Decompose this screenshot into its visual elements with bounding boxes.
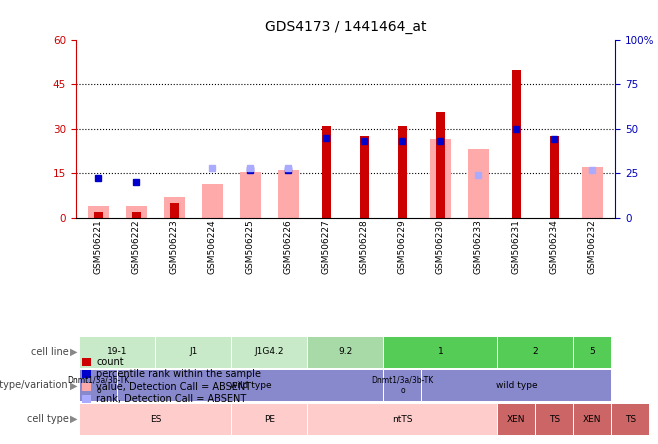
Text: GDS4173 / 1441464_at: GDS4173 / 1441464_at: [265, 20, 426, 34]
Bar: [202, 183, 223, 218]
Bar: [278, 170, 299, 218]
Text: 5: 5: [590, 347, 595, 356]
Text: Dnmt1/3a/3b-TK
o: Dnmt1/3a/3b-TK o: [67, 376, 130, 395]
Bar: [430, 139, 451, 218]
Bar: [397, 126, 407, 218]
Bar: [436, 112, 445, 218]
Text: XEN: XEN: [583, 415, 601, 424]
Bar: [170, 203, 179, 218]
Text: Dnmt1/3a/3b-TK
o: Dnmt1/3a/3b-TK o: [371, 376, 434, 395]
Bar: [468, 150, 489, 218]
Bar: [88, 206, 109, 218]
Text: percentile rank within the sample: percentile rank within the sample: [96, 369, 261, 379]
Text: XEN: XEN: [507, 415, 526, 424]
Bar: [132, 212, 141, 218]
Text: ntTS: ntTS: [392, 415, 413, 424]
Text: genotype/variation: genotype/variation: [0, 381, 68, 390]
Bar: [512, 70, 521, 218]
Text: cell line: cell line: [31, 347, 68, 357]
Bar: [240, 172, 261, 218]
Text: ES: ES: [150, 415, 161, 424]
Text: wild type: wild type: [495, 381, 537, 390]
Text: 19-1: 19-1: [107, 347, 128, 356]
Text: wild type: wild type: [230, 381, 271, 390]
Text: 1: 1: [438, 347, 443, 356]
Text: cell type: cell type: [26, 414, 68, 424]
Text: 9.2: 9.2: [338, 347, 353, 356]
Bar: [126, 206, 147, 218]
Text: J1G4.2: J1G4.2: [255, 347, 284, 356]
Bar: [94, 212, 103, 218]
Text: rank, Detection Call = ABSENT: rank, Detection Call = ABSENT: [96, 394, 246, 404]
Text: ▶: ▶: [70, 381, 78, 390]
Text: TS: TS: [549, 415, 560, 424]
Bar: [549, 136, 559, 218]
Text: PE: PE: [264, 415, 275, 424]
Bar: [322, 126, 331, 218]
Text: ▶: ▶: [70, 347, 78, 357]
Text: J1: J1: [190, 347, 197, 356]
Text: count: count: [96, 357, 124, 367]
Text: ▶: ▶: [70, 414, 78, 424]
Text: TS: TS: [625, 415, 636, 424]
Bar: [360, 136, 369, 218]
Bar: [164, 197, 185, 218]
Bar: [582, 167, 603, 218]
Text: 2: 2: [532, 347, 538, 356]
Text: value, Detection Call = ABSENT: value, Detection Call = ABSENT: [96, 382, 251, 392]
